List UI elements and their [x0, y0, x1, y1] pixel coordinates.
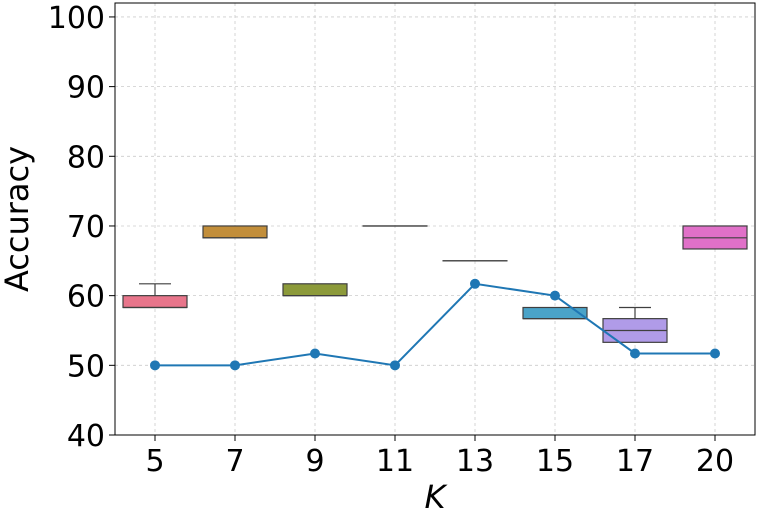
y-axis-ticks: 40 50 60 70 80 90 100 — [48, 1, 115, 454]
box-body — [282, 283, 348, 297]
series-point — [630, 348, 640, 359]
y-tick-label: 40 — [67, 419, 105, 454]
series-point — [470, 278, 480, 289]
series-point — [710, 348, 720, 359]
series-point — [550, 290, 560, 301]
line-series — [150, 278, 720, 371]
box-17 — [602, 306, 668, 343]
y-tick-label: 50 — [67, 349, 105, 384]
y-tick-label: 60 — [67, 280, 105, 315]
box-20 — [682, 225, 748, 250]
x-tick-label: 17 — [616, 444, 654, 479]
x-tick-label: 13 — [456, 444, 494, 479]
boxes — [122, 225, 748, 343]
y-tick-label: 70 — [67, 210, 105, 245]
box-15 — [522, 306, 588, 320]
y-tick-label: 100 — [48, 1, 105, 36]
series-point — [150, 360, 160, 371]
box-7 — [202, 225, 268, 239]
series-point — [230, 360, 240, 371]
y-tick-label: 90 — [67, 71, 105, 106]
x-axis-ticks: 5 7 9 11 13 15 17 20 — [145, 435, 734, 479]
series-point — [390, 360, 400, 371]
y-axis-label: Accuracy — [0, 146, 36, 292]
x-tick-label: 7 — [225, 444, 244, 479]
box-9 — [282, 283, 348, 297]
x-axis-label: K — [425, 478, 449, 516]
series-point — [310, 348, 320, 359]
box-body — [122, 295, 188, 309]
plot-frame — [114, 2, 756, 436]
x-tick-label: 20 — [696, 444, 734, 479]
x-tick-label: 5 — [145, 444, 164, 479]
x-tick-label: 11 — [376, 444, 414, 479]
x-tick-label: 15 — [536, 444, 574, 479]
x-tick-label: 9 — [305, 444, 324, 479]
grid — [115, 3, 755, 436]
box-5 — [122, 283, 188, 309]
box-body — [202, 225, 268, 239]
y-tick-label: 80 — [67, 140, 105, 175]
series-line — [155, 282, 715, 367]
